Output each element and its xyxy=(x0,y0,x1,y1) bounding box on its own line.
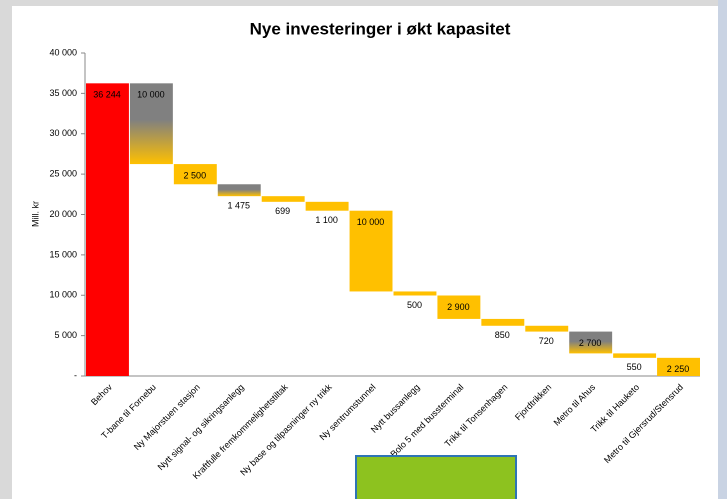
bar xyxy=(305,201,349,211)
y-tick-label: 40 000 xyxy=(49,47,77,57)
y-tick-label: 10 000 xyxy=(49,290,77,300)
bar xyxy=(657,357,700,376)
value-label: 2 900 xyxy=(447,302,470,312)
value-label: 36 244 xyxy=(93,90,121,100)
chart-title: Nye investeringer i økt kapasitet xyxy=(250,19,511,38)
overlay-box xyxy=(355,455,517,499)
value-label: 500 xyxy=(407,300,422,310)
value-label: 850 xyxy=(495,330,510,340)
y-tick-label: 35 000 xyxy=(49,88,77,98)
y-tick-label: 5 000 xyxy=(54,330,77,340)
y-tick-label: 20 000 xyxy=(49,209,77,219)
value-label: 2 500 xyxy=(184,170,207,180)
bar xyxy=(217,184,261,197)
bar xyxy=(173,164,217,185)
value-label: 720 xyxy=(539,336,554,346)
value-label: 1 475 xyxy=(227,201,250,211)
side-panel xyxy=(718,0,727,499)
bar xyxy=(86,83,129,376)
bar xyxy=(349,210,393,292)
bar xyxy=(525,325,569,332)
bar xyxy=(261,196,305,202)
bar xyxy=(569,331,613,354)
value-label: 550 xyxy=(627,362,642,372)
value-label: 10 000 xyxy=(137,90,165,100)
value-label: 699 xyxy=(275,206,290,216)
bar xyxy=(613,353,657,358)
y-axis-label: Mill. kr xyxy=(30,201,40,227)
bar xyxy=(393,291,437,296)
bar xyxy=(481,318,525,326)
value-label: 1 100 xyxy=(315,215,338,225)
bar xyxy=(437,295,481,319)
y-tick-label: 30 000 xyxy=(49,128,77,138)
value-label: 2 700 xyxy=(579,338,602,348)
y-tick-label: - xyxy=(74,370,77,380)
y-tick-label: 15 000 xyxy=(49,249,77,259)
bar xyxy=(129,83,173,165)
value-label: 10 000 xyxy=(357,217,385,227)
value-label: 2 250 xyxy=(667,364,690,374)
y-tick-label: 25 000 xyxy=(49,169,77,179)
